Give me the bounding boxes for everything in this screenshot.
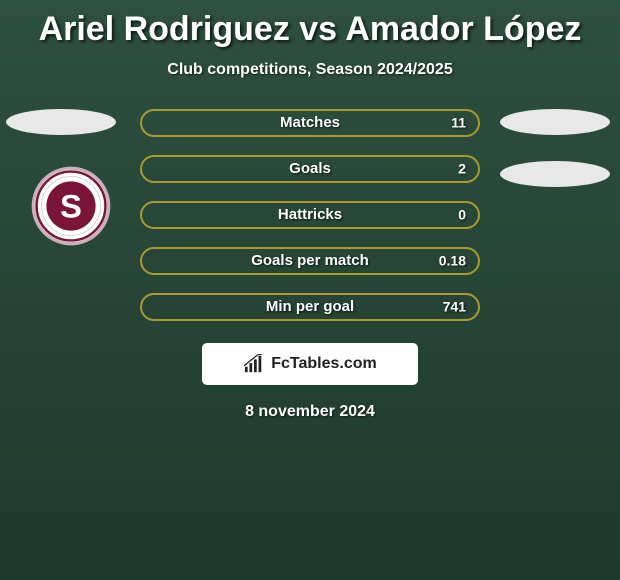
season-subtitle: Club competitions, Season 2024/2025 [0,61,620,79]
brand-badge: FcTables.com [202,343,418,385]
player-placeholder-right-1 [500,109,610,135]
comparison-panel: S Matches 11 Goals 2 Hattricks 0 Goals p… [0,109,620,421]
stat-value: 0 [458,207,466,223]
stat-row-goals-per-match: Goals per match 0.18 [140,247,480,275]
stats-list: Matches 11 Goals 2 Hattricks 0 Goals per… [140,109,480,321]
stat-label: Matches [280,114,340,131]
stat-value: 2 [458,161,466,177]
player-placeholder-left [6,109,116,135]
svg-text:S: S [60,187,82,224]
stat-row-hattricks: Hattricks 0 [140,201,480,229]
stat-value: 741 [443,299,466,315]
player-placeholder-right-2 [500,161,610,187]
stat-label: Goals per match [251,252,369,269]
club-crest: S [30,165,112,247]
stat-row-matches: Matches 11 [140,109,480,137]
stat-row-goals: Goals 2 [140,155,480,183]
stat-value: 11 [451,115,466,131]
brand-text: FcTables.com [271,355,377,373]
bar-chart-icon [243,354,265,374]
stat-label: Min per goal [266,298,354,315]
stat-label: Goals [289,160,331,177]
stat-label: Hattricks [278,206,342,223]
stat-row-min-per-goal: Min per goal 741 [140,293,480,321]
stat-value: 0.18 [439,253,466,269]
page-title: Ariel Rodriguez vs Amador López [0,0,620,49]
snapshot-date: 8 november 2024 [0,403,620,421]
